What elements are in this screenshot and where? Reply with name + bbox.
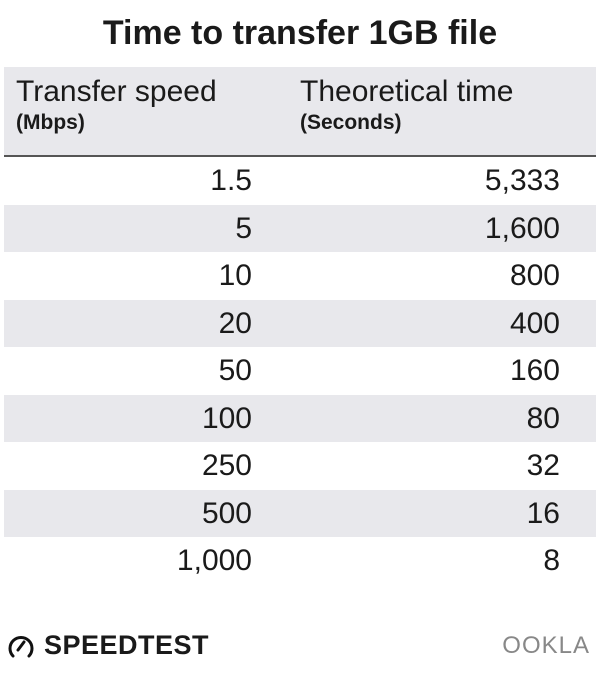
cell-speed: 250 [201, 449, 252, 482]
table-row: 250 32 [4, 442, 596, 490]
header-unit: (Seconds) [300, 111, 402, 134]
gauge-icon [8, 635, 34, 657]
table-row: 20 400 [4, 299, 596, 347]
header-transfer-speed: Transfer speed (Mbps) [16, 75, 217, 137]
table-row: 500 16 [4, 489, 596, 537]
cell-time: 800 [509, 259, 560, 292]
header-theoretical-time: Theoretical time (Seconds) [300, 75, 513, 137]
cell-time: 16 [526, 496, 560, 530]
table-row: 50 160 [4, 347, 596, 395]
cell-speed: 1.5 [210, 164, 252, 197]
ookla-logo: OOKLA [502, 632, 590, 659]
cell-time: 1,600 [484, 211, 560, 245]
table-header: Transfer speed (Mbps) Theoretical time (… [4, 67, 596, 157]
data-table: Transfer speed (Mbps) Theoretical time (… [4, 67, 596, 585]
cell-speed: 500 [201, 496, 252, 530]
cell-time: 160 [509, 354, 560, 387]
cell-time: 5,333 [484, 164, 560, 197]
cell-speed: 10 [218, 259, 252, 292]
speedtest-wordmark: SPEEDTEST [44, 630, 210, 660]
speedtest-logo: SPEEDTEST [6, 630, 209, 661]
cell-speed: 100 [201, 401, 252, 435]
table-row: 1.5 5,333 [4, 157, 596, 205]
cell-speed: 20 [218, 306, 252, 340]
table-row: 5 1,600 [4, 204, 596, 252]
cell-time: 32 [526, 449, 560, 482]
header-unit: (Mbps) [16, 111, 85, 134]
cell-speed: 1,000 [176, 544, 252, 577]
chart-title: Time to transfer 1GB file [102, 14, 498, 52]
cell-time: 8 [543, 544, 560, 577]
table-row: 10 800 [4, 252, 596, 300]
cell-time: 80 [526, 401, 560, 435]
cell-speed: 50 [218, 354, 252, 387]
cell-speed: 5 [235, 211, 252, 245]
table-row: 1,000 8 [4, 537, 596, 585]
table-row: 100 80 [4, 394, 596, 442]
cell-time: 400 [509, 306, 560, 340]
header-label: Transfer speed [16, 75, 217, 108]
header-label: Theoretical time [300, 75, 514, 108]
